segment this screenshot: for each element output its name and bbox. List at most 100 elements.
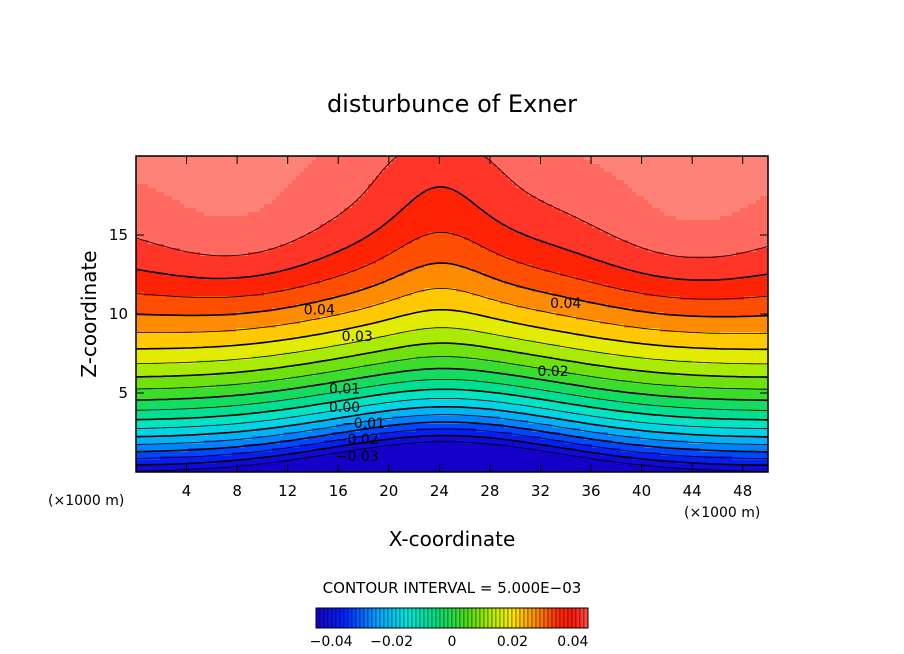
- x-tick-label: 16: [329, 482, 348, 500]
- colorbar-tick-label: −0.04: [310, 634, 353, 650]
- contour-line: [136, 231, 768, 300]
- colorbar-swatch: [371, 607, 377, 629]
- colorbar-swatch: [403, 607, 409, 629]
- contour-line: [136, 186, 768, 281]
- colorbar-swatch: [459, 607, 465, 629]
- colorbar-swatch: [515, 607, 521, 629]
- contour-value-label: 0.01: [329, 381, 360, 397]
- contour-lines: [136, 156, 768, 472]
- x-tick-label: 32: [531, 482, 550, 500]
- x-tick-label: 24: [430, 482, 449, 500]
- contour-line: [136, 356, 768, 390]
- colorbar-swatch: [319, 607, 325, 629]
- contour-line: [136, 441, 768, 472]
- colorbar-swatch: [551, 607, 557, 629]
- colorbar-swatch: [343, 607, 349, 629]
- contour-line: [136, 379, 768, 411]
- colorbar-swatch: [539, 607, 545, 629]
- contour-line: [136, 428, 768, 460]
- colorbar-swatch: [583, 607, 589, 629]
- colorbar-swatch: [379, 607, 385, 629]
- colorbar-swatch: [527, 607, 533, 629]
- x-tick-label: 48: [733, 482, 752, 500]
- x-tick-label: 28: [480, 482, 499, 500]
- contour-line: [136, 288, 768, 334]
- contour-value-label: −0.01: [342, 416, 385, 432]
- x-tick-label: 40: [632, 482, 651, 500]
- colorbar-frame: [315, 607, 589, 629]
- colorbar-swatch: [563, 607, 569, 629]
- colorbar-swatch: [339, 607, 345, 629]
- colorbar-swatch: [475, 607, 481, 629]
- colorbar-swatch: [479, 607, 485, 629]
- colorbar-swatch: [439, 607, 445, 629]
- colorbar: [315, 607, 589, 629]
- contour-labels: 0.04 0.04 0.03 0.02 0.01 0.00−0.01−0.02−0.03: [304, 296, 582, 465]
- x-axis-title: X-coordinate: [389, 527, 516, 551]
- colorbar-swatch: [411, 607, 417, 629]
- colorbar-swatch: [331, 607, 337, 629]
- colorbar-swatch: [315, 607, 321, 629]
- y-tick-label: 10: [109, 305, 128, 323]
- colorbar-swatch: [495, 607, 501, 629]
- colorbar-swatch: [559, 607, 565, 629]
- colorbar-swatch: [367, 607, 373, 629]
- contour-interval-label: CONTOUR INTERVAL = 5.000E−03: [323, 579, 582, 597]
- x-unit-label-right: (×1000 m): [684, 505, 760, 521]
- colorbar-swatch: [523, 607, 529, 629]
- colorbar-tick-label: 0: [448, 634, 457, 650]
- colorbar-swatch: [499, 607, 505, 629]
- colorbar-swatch: [419, 607, 425, 629]
- x-axis-ticks: 4 8 12 16 20 24 28 32 36 40 44 48: [182, 156, 752, 500]
- colorbar-swatch: [395, 607, 401, 629]
- colorbar-swatch: [503, 607, 509, 629]
- colorbar-swatch: [383, 607, 389, 629]
- colorbar-swatch: [431, 607, 437, 629]
- plot-area: [136, 156, 768, 472]
- colorbar-swatch: [451, 607, 457, 629]
- colorbar-swatch: [391, 607, 397, 629]
- colorbar-swatch: [519, 607, 525, 629]
- colorbar-swatch: [483, 607, 489, 629]
- colorbar-swatch: [355, 607, 361, 629]
- colorbar-swatch: [507, 607, 513, 629]
- x-tick-label: 8: [232, 482, 242, 500]
- contour-line: [136, 308, 768, 351]
- colorbar-tick-labels: −0.04 −0.02 0 0.02 0.04: [310, 634, 589, 650]
- colorbar-swatch: [487, 607, 493, 629]
- y-axis-ticks: 5 10 15: [109, 226, 768, 402]
- colorbar-swatch: [571, 607, 577, 629]
- y-tick-label: 5: [118, 384, 128, 402]
- colorbar-swatch: [351, 607, 357, 629]
- contour-line: [136, 156, 768, 259]
- contour-line: [136, 406, 768, 438]
- colorbar-swatch: [491, 607, 497, 629]
- contour-line: [136, 327, 768, 365]
- contour-line: [136, 342, 768, 378]
- colorbar-swatch: [323, 607, 329, 629]
- contour-value-label: −0.03: [336, 449, 379, 465]
- contour-value-label: 0.03: [342, 329, 373, 345]
- colorbar-swatch: [363, 607, 369, 629]
- colorbar-tick-label: 0.02: [497, 634, 528, 650]
- x-tick-label: 4: [182, 482, 192, 500]
- colorbar-swatch: [447, 607, 453, 629]
- colorbar-swatch: [335, 607, 341, 629]
- colorbar-swatch: [347, 607, 353, 629]
- colorbar-swatch: [455, 607, 461, 629]
- contour-value-label: 0.00: [329, 400, 360, 416]
- colorbar-swatch: [435, 607, 441, 629]
- colorbar-swatch: [531, 607, 537, 629]
- colorbar-swatch: [359, 607, 365, 629]
- colorbar-swatch: [427, 607, 433, 629]
- contour-value-label: 0.04: [550, 296, 581, 312]
- colorbar-swatch: [511, 607, 517, 629]
- colorbar-swatch: [467, 607, 473, 629]
- colorbar-swatch: [407, 607, 413, 629]
- x-tick-label: 36: [581, 482, 600, 500]
- y-tick-label: 15: [109, 226, 128, 244]
- chart-title: disturbunce of Exner: [327, 90, 577, 118]
- y-axis-title: Z-coordinate: [77, 250, 101, 377]
- contour-line: [136, 414, 768, 445]
